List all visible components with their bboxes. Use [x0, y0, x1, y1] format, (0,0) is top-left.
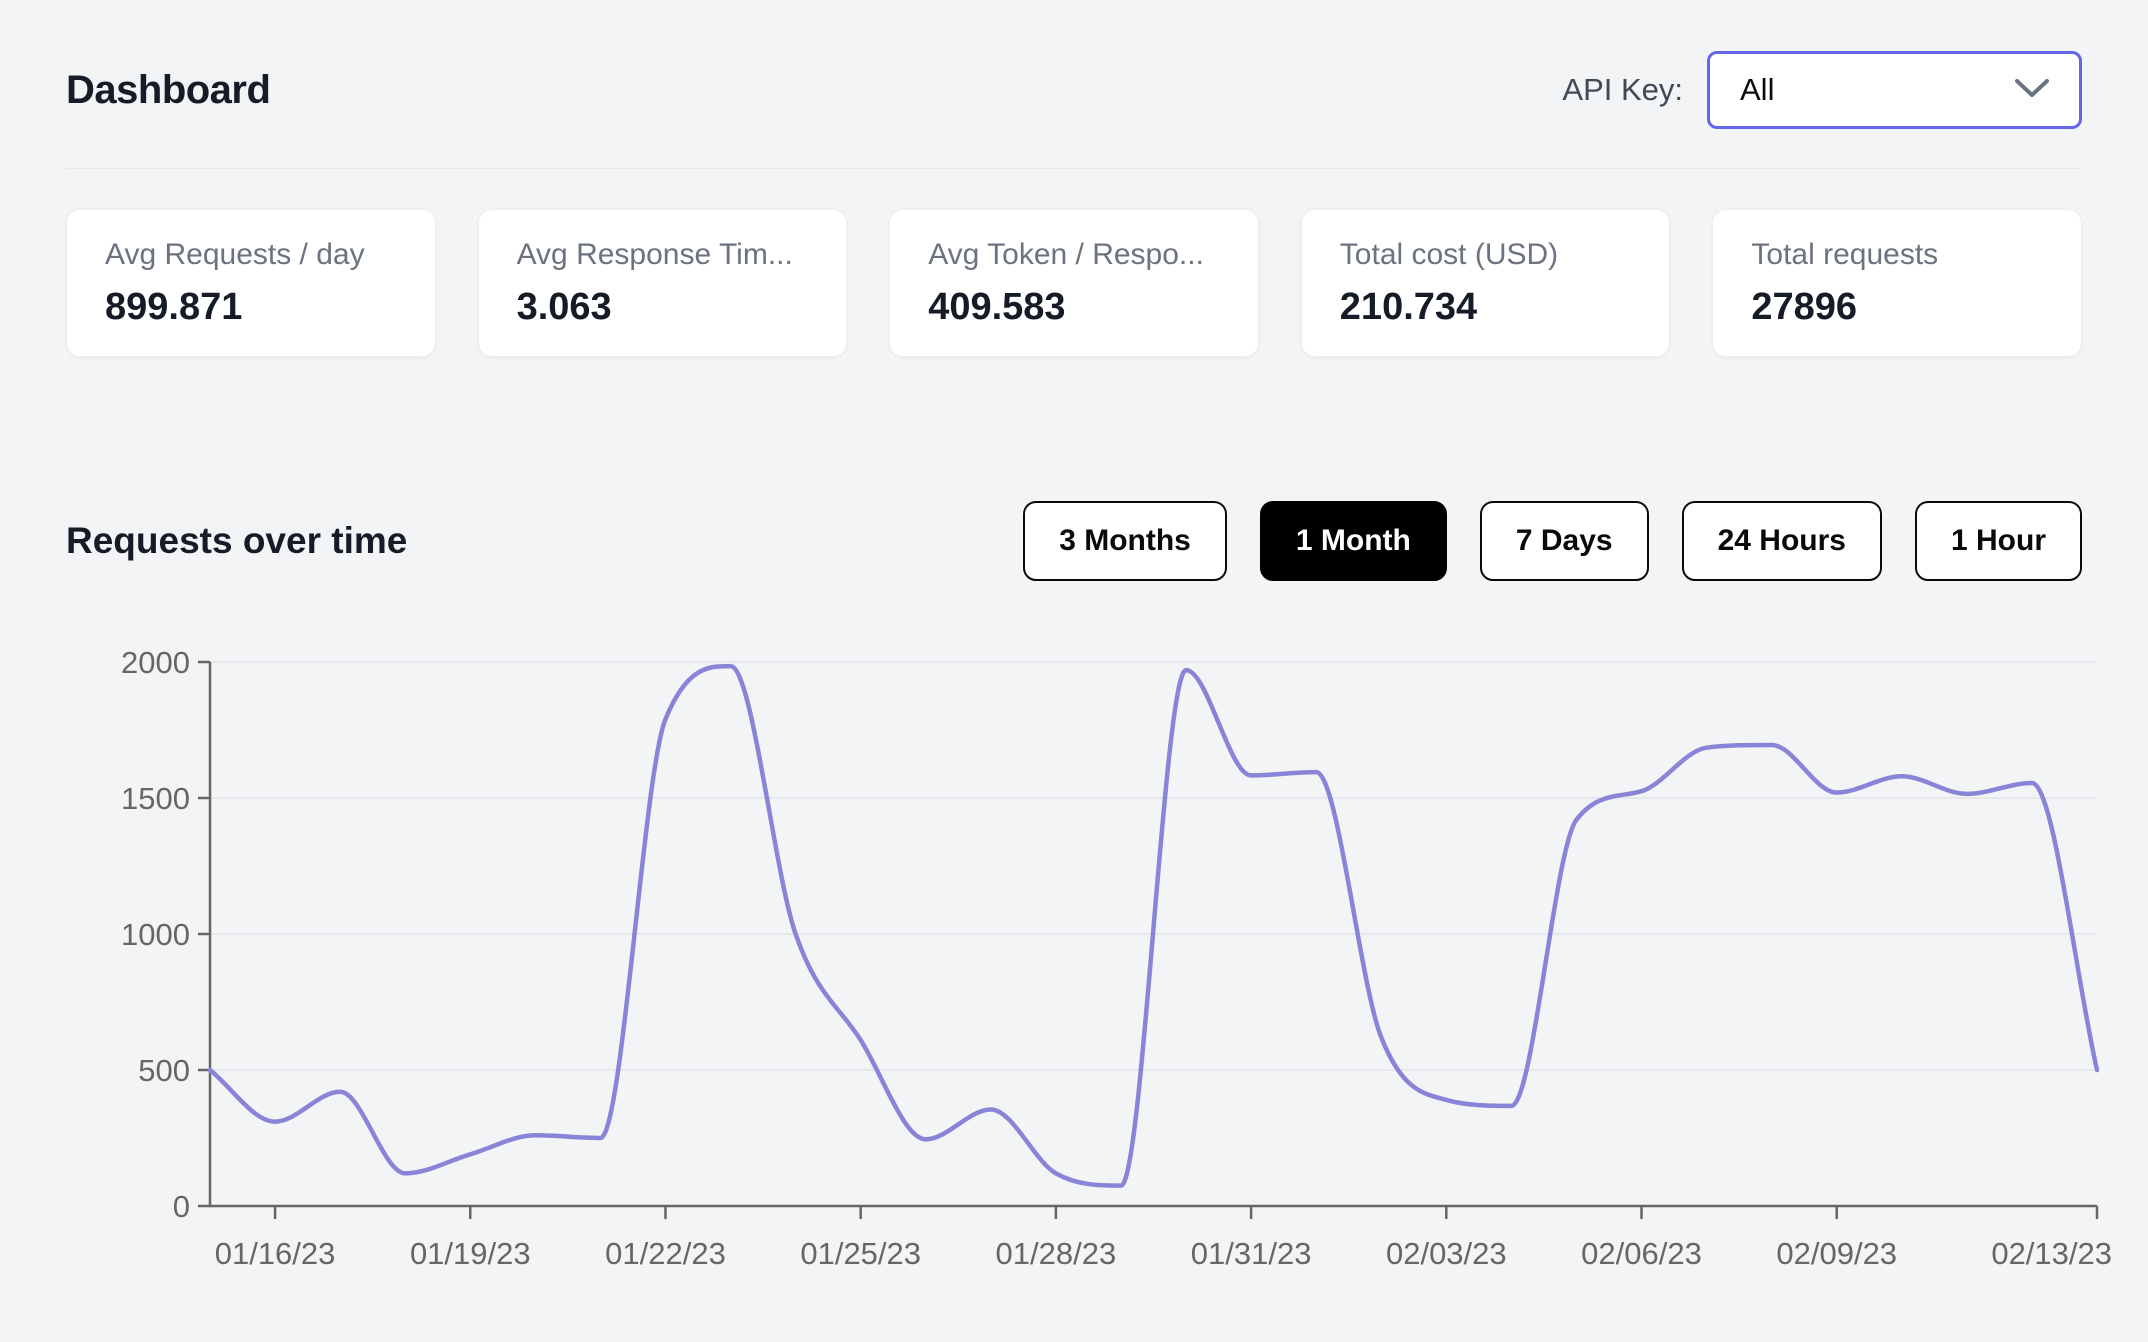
x-axis-tick-label: 01/19/23 — [410, 1236, 531, 1271]
stat-card-avg-response-time: Avg Response Tim... 3.063 — [477, 209, 848, 357]
header-divider — [66, 168, 2082, 169]
api-key-row: API Key: All — [1562, 51, 2082, 129]
y-axis-tick-label: 500 — [138, 1053, 190, 1088]
chevron-down-icon — [2013, 76, 2051, 105]
requests-chart: 0 500 1000 1500 2000 01/16/23 01/19/23 01/22/23… — [0, 627, 2148, 1322]
stat-value: 27896 — [1751, 286, 1858, 328]
x-axis-tick-label: 01/16/23 — [215, 1236, 336, 1271]
x-axis-tick-label: 02/03/23 — [1386, 1236, 1507, 1271]
stat-value: 899.871 — [105, 286, 243, 328]
range-button-1-hour[interactable]: 1 Hour — [1914, 501, 2082, 581]
range-button-1-month[interactable]: 1 Month — [1259, 501, 1447, 581]
requests-section-header: Requests over time 3 Months 1 Month 7 Da… — [66, 501, 2082, 581]
x-axis-tick-label: 02/06/23 — [1581, 1236, 1702, 1271]
range-button-3-months[interactable]: 3 Months — [1023, 501, 1227, 581]
y-axis-tick-label: 1500 — [121, 781, 190, 816]
stat-card-total-requests: Total requests 27896 — [1712, 209, 2082, 357]
stat-label: Avg Token / Respo... — [928, 238, 1204, 271]
api-key-label: API Key: — [1562, 72, 1683, 107]
line-chart-svg: 0 500 1000 1500 2000 01/16/23 01/19/23 01/22/23… — [121, 645, 2112, 1271]
x-axis-tick-label: 02/09/23 — [1776, 1236, 1897, 1271]
stat-card-avg-token: Avg Token / Respo... 409.583 — [889, 209, 1259, 357]
y-axis-tick-label: 0 — [173, 1189, 190, 1224]
y-axis-tick-label: 2000 — [121, 645, 190, 680]
stat-value: 210.734 — [1339, 286, 1478, 328]
x-axis-tick-label: 01/25/23 — [800, 1236, 921, 1271]
x-axis-tick-label: 01/22/23 — [605, 1236, 726, 1271]
x-axis-tick-label: 02/13/23 — [1991, 1236, 2112, 1271]
stat-card-avg-requests: Avg Requests / day 899.871 — [66, 209, 436, 357]
page-title: Dashboard — [66, 67, 271, 112]
stat-value: 3.063 — [516, 286, 612, 328]
header: Dashboard API Key: All — [0, 0, 2148, 138]
y-axis-tick-label: 1000 — [121, 917, 190, 952]
section-title: Requests over time — [66, 520, 408, 561]
stat-label: Total requests — [1751, 238, 1939, 271]
stat-label: Avg Response Tim... — [516, 238, 793, 271]
stat-label: Total cost (USD) — [1339, 238, 1559, 271]
stat-value: 409.583 — [928, 286, 1066, 328]
stat-cards: Avg Requests / day 899.871 Avg Response … — [66, 209, 2082, 357]
requests-line-series — [207, 663, 2100, 1188]
api-key-select[interactable]: All — [1707, 51, 2082, 129]
x-axis-tick-label: 01/28/23 — [996, 1236, 1117, 1271]
range-button-7-days[interactable]: 7 Days — [1479, 501, 1649, 581]
x-axis-tick-label: 01/31/23 — [1191, 1236, 1312, 1271]
stat-card-total-cost: Total cost (USD) 210.734 — [1300, 209, 1671, 357]
time-range-buttons: 3 Months 1 Month 7 Days 24 Hours 1 Hour — [1023, 501, 2082, 581]
stat-label: Avg Requests / day — [105, 238, 365, 271]
range-button-24-hours[interactable]: 24 Hours — [1681, 501, 1882, 581]
api-key-selected-value: All — [1740, 72, 1775, 107]
